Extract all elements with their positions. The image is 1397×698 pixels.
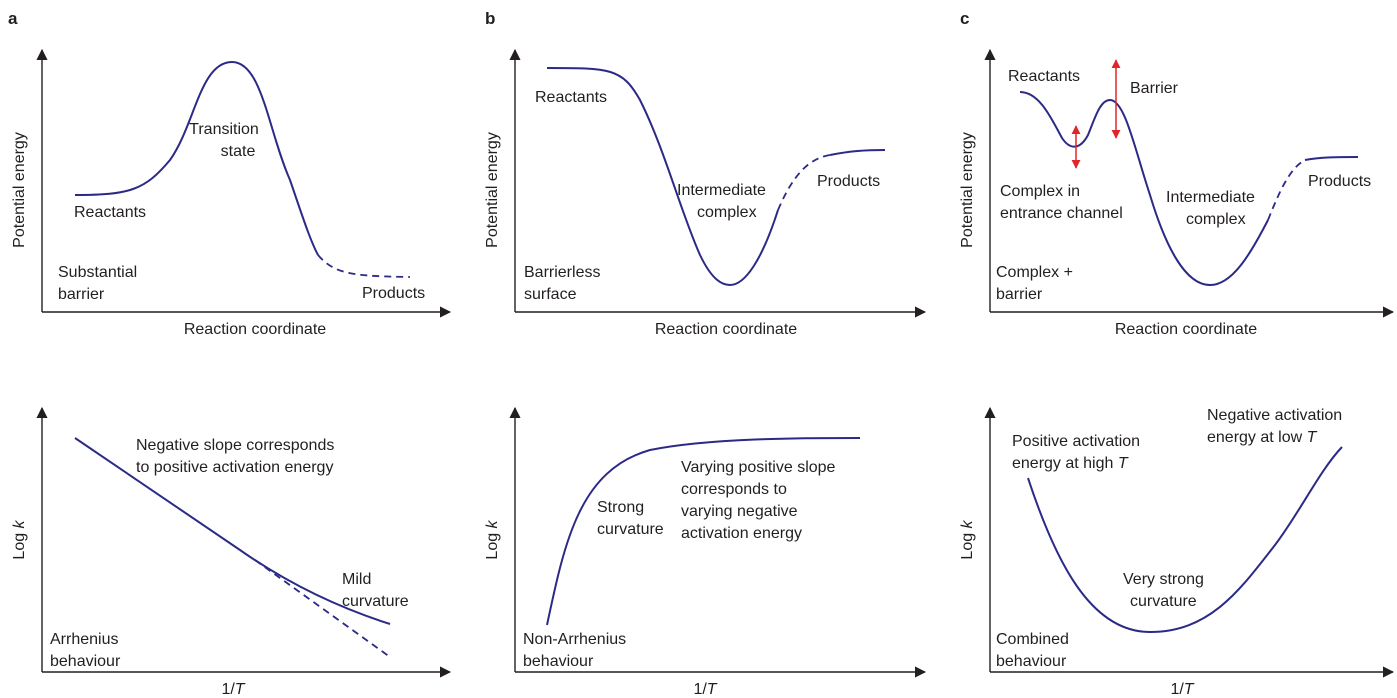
panel-c-energy-curve-dashed (1267, 159, 1306, 221)
panel-b-energy-curve-end (829, 149, 886, 156)
panel-b-vary-line1: Varying positive slope (681, 459, 836, 476)
panel-b-bottom-ylabel: Log k (484, 519, 501, 559)
panel-a-reactants: Reactants (74, 204, 146, 221)
panel-c-pos-line2: energy at high T (1012, 455, 1129, 472)
panel-b-energy-curve-dashed (777, 154, 831, 211)
panel-a-note-line1: Negative slope corresponds (136, 437, 334, 454)
panel-c-products: Products (1308, 173, 1371, 190)
panel-a-bottom-corner-line2: behaviour (50, 653, 121, 670)
panel-c-neg-line2: energy at low T (1207, 429, 1318, 446)
panel-a-note-line2: to positive activation energy (136, 459, 333, 476)
panel-a: a Potential energy Reaction coordinate R… (8, 9, 452, 698)
panel-a-energy-curve-dashed (317, 254, 411, 278)
panel-b-top-ylabel: Potential energy (484, 132, 501, 248)
panel-c-top-axes (984, 48, 1395, 318)
panel-c-bottom-xlabel: 1/T (1170, 681, 1194, 698)
panel-a-bottom-ylabel: Log k (11, 519, 28, 559)
panel-a-bottom-axes (36, 406, 452, 678)
panel-b-non-arrhenius-curve (546, 437, 861, 626)
panel-c-vs-line1: Very strong (1123, 571, 1204, 588)
panel-a-arrhenius-curve (74, 437, 391, 625)
panel-c-bottom-corner-line1: Combined (996, 631, 1069, 648)
panel-c-combined-curve (1027, 446, 1343, 634)
panel-b-reactants: Reactants (535, 89, 607, 106)
panel-b-bottom-corner-line1: Non-Arrhenius (523, 631, 626, 648)
panel-c-bottom-axes (984, 406, 1395, 678)
panel-a-ts-line2: state (221, 143, 256, 160)
panel-c-neg-line1: Negative activation (1207, 407, 1342, 424)
panel-a-top-xlabel: Reaction coordinate (184, 321, 326, 338)
panel-a-curvature-line1: Mild (342, 571, 371, 588)
panel-c-top-corner-line1: Complex + (996, 264, 1073, 281)
panel-a-curvature-line2: curvature (342, 593, 409, 610)
panel-b-bottom-axes (509, 406, 927, 678)
panel-b-top-axes (509, 48, 927, 318)
panel-b-top-corner-line1: Barrierless (524, 264, 600, 281)
panel-a-letter: a (8, 9, 18, 28)
panel-a-top-corner-line1: Substantial (58, 264, 137, 281)
panel-c-cec-line1: Complex in (1000, 183, 1080, 200)
panel-a-bottom-corner-line1: Arrhenius (50, 631, 118, 648)
panel-b-bottom-xlabel: 1/T (693, 681, 717, 698)
panel-c-pos-line1: Positive activation (1012, 433, 1140, 450)
panel-c-bottom-corner-line2: behaviour (996, 653, 1067, 670)
panel-a-top-corner-line2: barrier (58, 286, 105, 303)
panel-a-bottom-xlabel: 1/T (221, 681, 245, 698)
panel-c-barrier: Barrier (1130, 80, 1179, 97)
panel-c-reactants: Reactants (1008, 68, 1080, 85)
panel-c-cec-line2: entrance channel (1000, 205, 1123, 222)
panel-a-energy-curve (74, 60, 319, 256)
panel-a-ts-line1: Transition (189, 121, 259, 138)
panel-a-top-axes (36, 48, 452, 318)
panel-c-energy-curve (1019, 91, 1269, 287)
panel-b-top-corner-line2: surface (524, 286, 577, 303)
panel-c-vs-line2: curvature (1130, 593, 1197, 610)
panel-c-letter: c (960, 9, 969, 28)
panel-c: c Potential energy Reaction coordinate R… (959, 9, 1395, 698)
panel-b-strong-line1: Strong (597, 499, 644, 516)
panel-c-top-xlabel: Reaction coordinate (1115, 321, 1257, 338)
panel-b: b Potential energy Reaction coordinate R… (484, 9, 927, 698)
panel-b-energy-curve (546, 67, 779, 287)
panel-c-top-ylabel: Potential energy (959, 132, 976, 248)
panel-b-vary-line4: activation energy (681, 525, 802, 542)
panel-b-products: Products (817, 173, 880, 190)
panel-b-int-line1: Intermediate (677, 182, 766, 199)
panel-b-vary-line2: corresponds to (681, 481, 787, 498)
panel-a-top-ylabel: Potential energy (11, 132, 28, 248)
panel-c-bottom-ylabel: Log k (959, 519, 976, 559)
panel-a-products: Products (362, 285, 425, 302)
panel-c-top-corner-line2: barrier (996, 286, 1043, 303)
panel-c-int-line2: complex (1186, 211, 1246, 228)
panel-c-energy-curve-end (1304, 156, 1359, 161)
panel-b-top-xlabel: Reaction coordinate (655, 321, 797, 338)
panel-c-int-line1: Intermediate (1166, 189, 1255, 206)
panel-b-strong-line2: curvature (597, 521, 664, 538)
panel-b-vary-line3: varying negative (681, 503, 798, 520)
panel-b-int-line2: complex (697, 204, 757, 221)
panel-a-arrhenius-extrapolation (254, 559, 391, 658)
panel-b-letter: b (485, 9, 495, 28)
panel-b-bottom-corner-line2: behaviour (523, 653, 594, 670)
